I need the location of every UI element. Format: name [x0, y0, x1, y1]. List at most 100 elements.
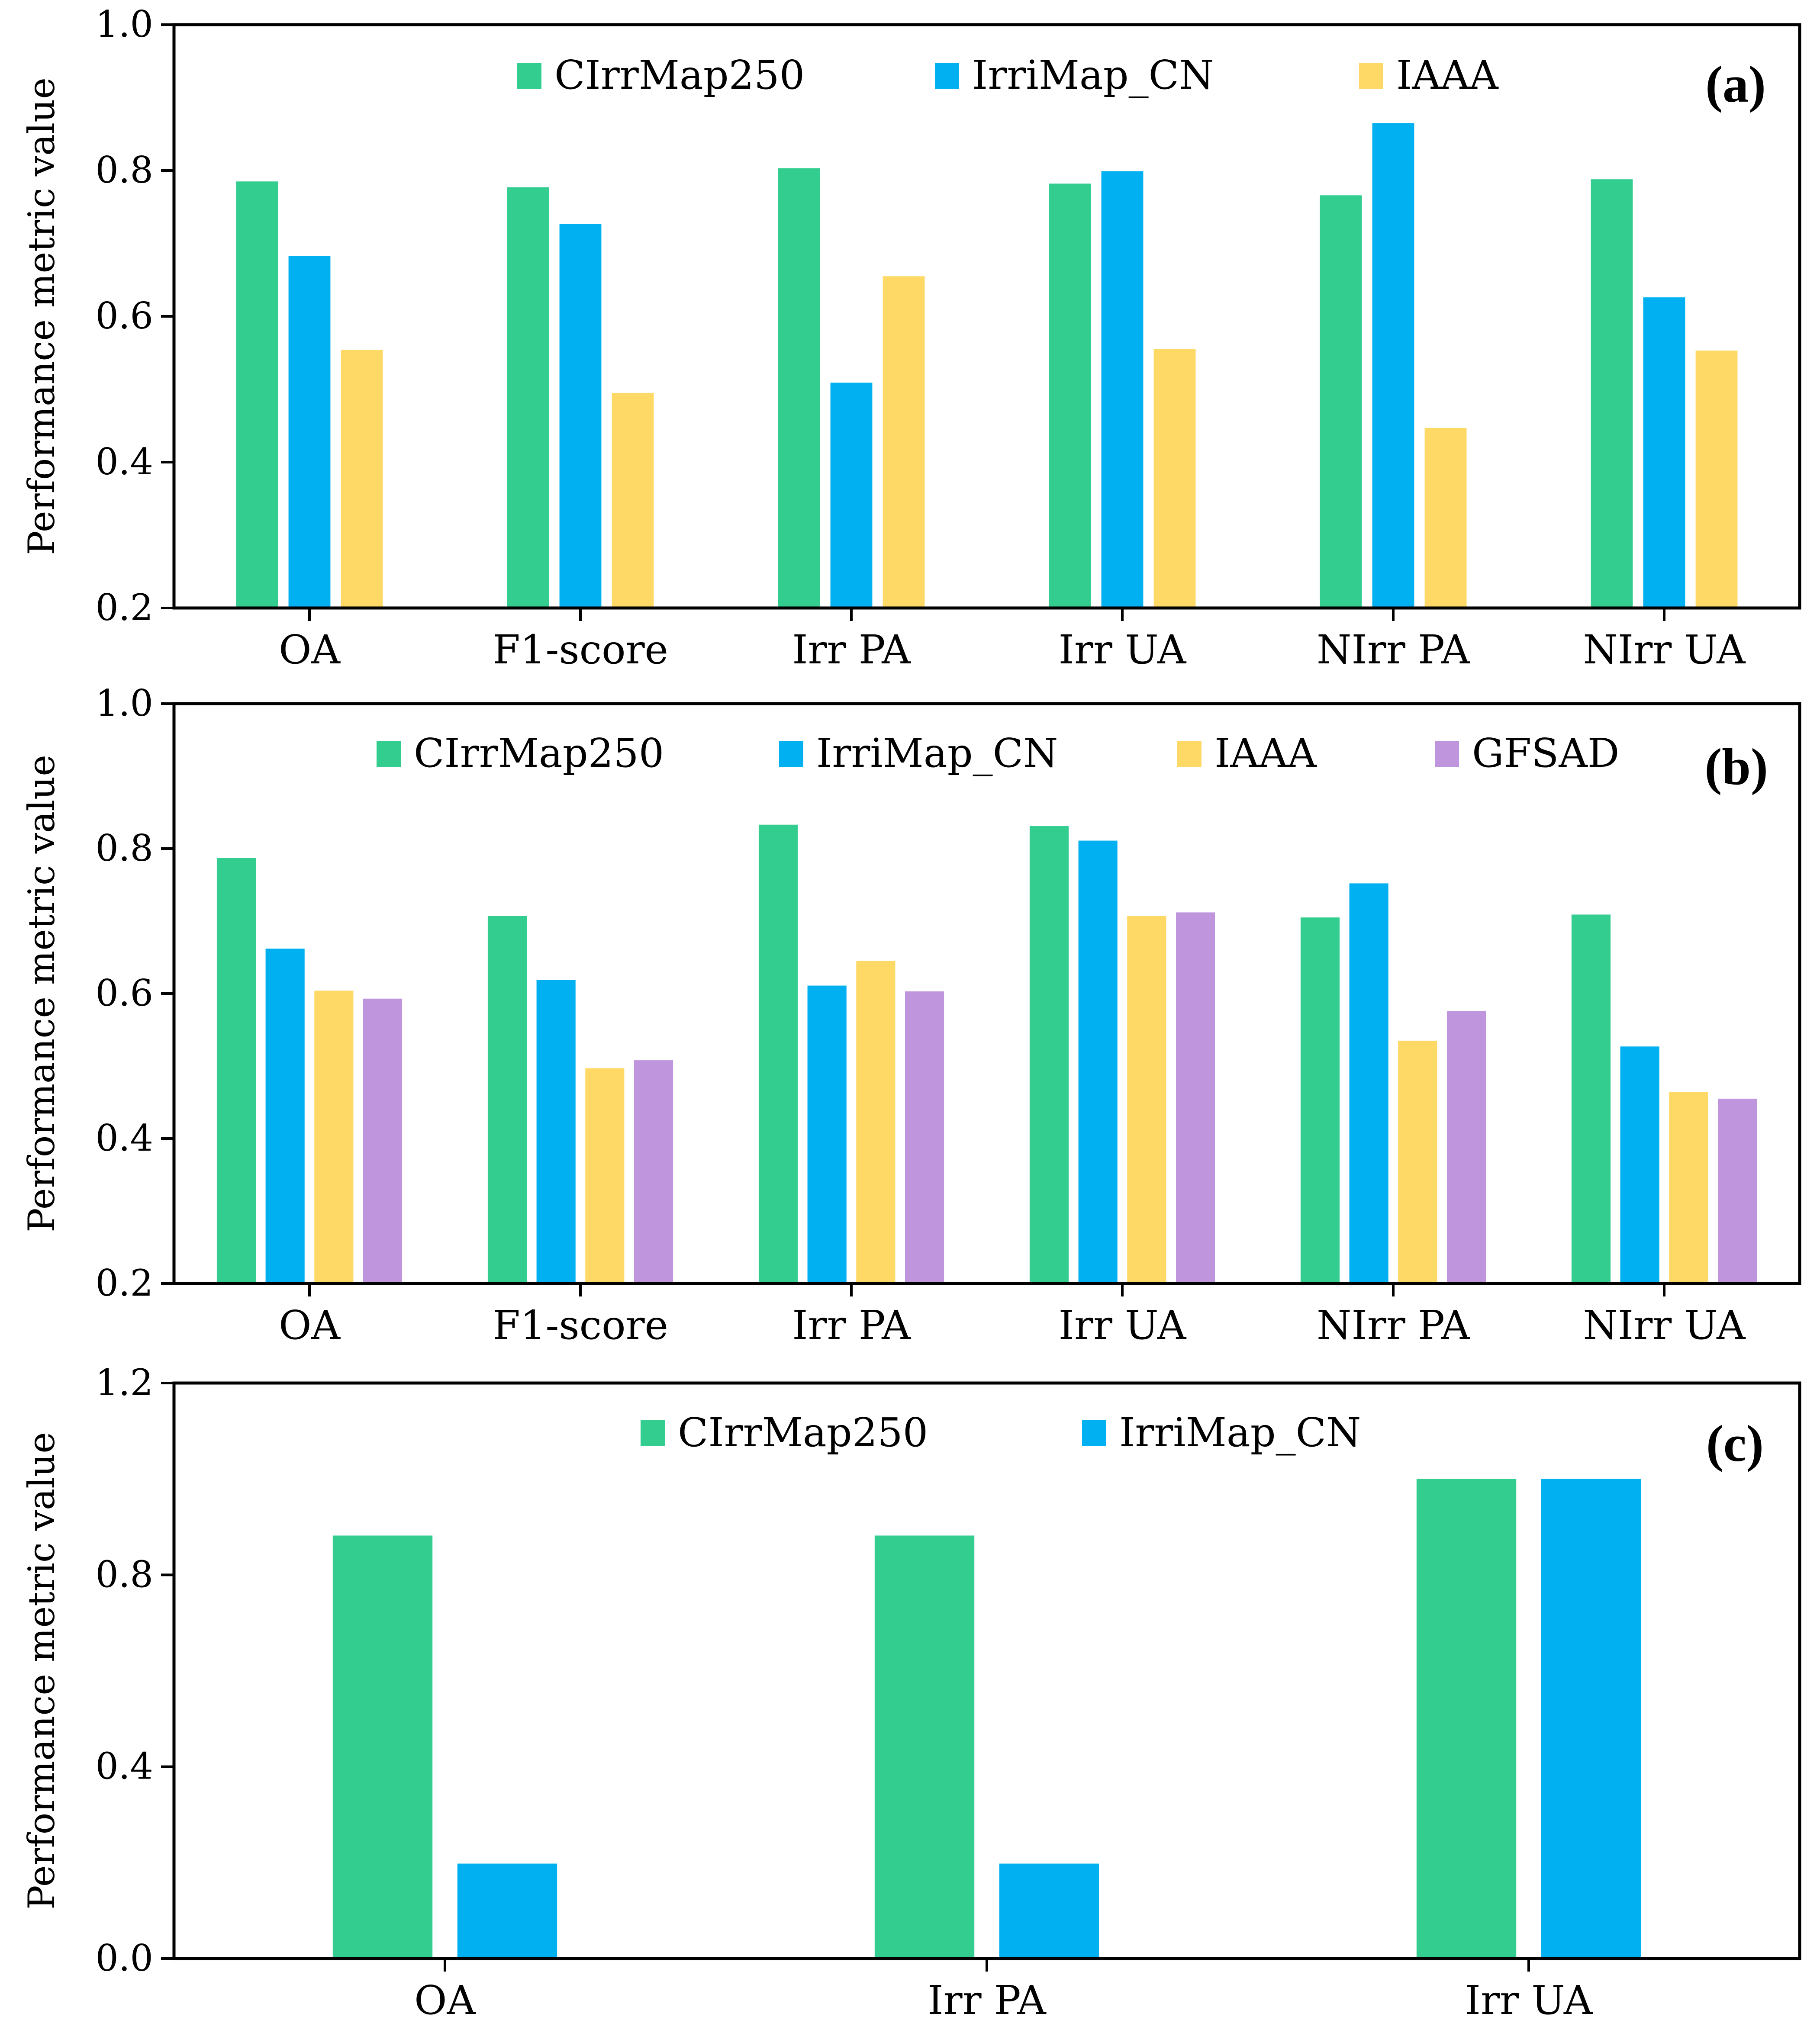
bar-gfsad-nirr-pa	[1446, 1011, 1486, 1282]
bar-cirrmap250-nirr-pa	[1320, 195, 1362, 607]
x-tick-label: OA	[414, 1977, 476, 2023]
bar-iaaa-irr-ua	[1153, 349, 1196, 607]
bar-cirrmap250-irr-ua	[1029, 826, 1069, 1282]
bar-irrimap-cn-f1-score	[536, 980, 576, 1282]
x-tick-label: Irr UA	[1465, 1977, 1593, 2023]
bar-irrimap-cn-irr-ua	[1078, 840, 1118, 1282]
legend-item: IrriMap_CN	[1082, 1409, 1361, 1456]
y-tick-label: 0.2	[95, 1262, 153, 1304]
legend-label: IAAA	[1214, 730, 1317, 776]
legend-item: CIrrMap250	[517, 52, 805, 98]
x-tick-label: Irr PA	[792, 1302, 911, 1348]
bar-irrimap-cn-irr-pa	[999, 1863, 1099, 1957]
panel-a: 0.2 0.4 0.6 0.8 1.0 Performance metric value O…	[20, 3, 1801, 673]
legend-swatch	[779, 741, 803, 767]
legend-item: CIrrMap250	[641, 1409, 928, 1456]
legend-label: CIrrMap250	[554, 52, 805, 98]
bar-iaaa-nirr-pa	[1398, 1040, 1437, 1282]
bar-iaaa-f1-score	[585, 1068, 625, 1282]
y-axis-label: Performance metric value	[20, 755, 63, 1232]
y-tick-label: 0.6	[95, 972, 153, 1014]
legend: CIrrMap250 IrriMap_CN IAAA	[517, 52, 1499, 98]
x-tick-label: Irr UA	[1059, 627, 1187, 673]
bar-cirrmap250-nirr-pa	[1300, 917, 1340, 1282]
y-axis-label: Performance metric value	[20, 77, 63, 555]
legend-label: CIrrMap250	[414, 730, 664, 776]
bar-cirrmap250-oa	[216, 858, 256, 1282]
bar-iaaa-oa	[314, 991, 354, 1282]
bar-iaaa-irr-pa	[856, 961, 896, 1282]
x-tick-label: F1-score	[493, 627, 668, 673]
legend-swatch	[1082, 1420, 1106, 1446]
legend: CIrrMap250 IrriMap_CN	[641, 1409, 1361, 1456]
bar-irrimap-cn-irr-pa	[807, 985, 847, 1282]
bar-irrimap-cn-oa	[288, 256, 331, 607]
y-tick-label: 1.0	[95, 3, 153, 45]
legend-swatch	[1359, 63, 1383, 89]
legend-item: GFSAD	[1435, 730, 1620, 776]
bar-gfsad-irr-pa	[905, 991, 944, 1282]
bar-gfsad-f1-score	[634, 1060, 673, 1282]
bar-irrimap-cn-f1-score	[559, 224, 602, 607]
bar-gfsad-irr-ua	[1176, 912, 1215, 1282]
legend-swatch	[1177, 741, 1202, 767]
bar-cirrmap250-oa	[332, 1535, 433, 1957]
legend-item: CIrrMap250	[377, 730, 664, 776]
bar-irrimap-cn-irr-ua	[1541, 1479, 1641, 1957]
legend-swatch	[377, 741, 401, 767]
legend-swatch	[517, 63, 541, 89]
bar-cirrmap250-irr-pa	[758, 824, 798, 1282]
legend-label: IAAA	[1396, 52, 1499, 98]
bar-iaaa-nirr-ua	[1669, 1092, 1708, 1282]
panel-label: (b)	[1704, 738, 1768, 795]
plot-frame	[172, 23, 1801, 610]
x-tick-label: NIrr UA	[1583, 1302, 1746, 1348]
legend-swatch	[935, 63, 959, 89]
bar-irrimap-cn-nirr-pa	[1372, 123, 1414, 607]
bar-iaaa-nirr-ua	[1695, 351, 1738, 607]
x-tick-label: NIrr UA	[1583, 627, 1746, 673]
legend-swatch	[641, 1420, 665, 1446]
y-tick-label: 1.0	[95, 682, 153, 724]
y-tick-label: 0.4	[95, 441, 153, 483]
bar-irrimap-cn-irr-ua	[1101, 171, 1144, 607]
bar-irrimap-cn-nirr-ua	[1620, 1046, 1659, 1282]
bar-cirrmap250-f1-score	[487, 916, 527, 1282]
x-tick-label: F1-score	[493, 1302, 668, 1348]
y-axis-label: Performance metric value	[20, 1432, 63, 1910]
y-tick-label: 0.4	[95, 1745, 153, 1788]
bar-cirrmap250-irr-pa	[874, 1535, 975, 1957]
x-tick-label: Irr UA	[1059, 1302, 1187, 1348]
bar-cirrmap250-oa	[236, 181, 278, 607]
x-tick-label: Irr PA	[792, 627, 911, 673]
legend-label: IrriMap_CN	[972, 52, 1214, 98]
bar-cirrmap250-nirr-ua	[1591, 179, 1633, 607]
x-tick-label: Irr PA	[928, 1977, 1047, 2023]
legend-item: IAAA	[1177, 730, 1317, 776]
bar-irrimap-cn-oa	[457, 1863, 557, 1957]
x-tick-label: NIrr PA	[1317, 1302, 1471, 1348]
bar-iaaa-irr-pa	[883, 276, 925, 607]
bar-iaaa-nirr-pa	[1424, 428, 1467, 607]
bar-gfsad-oa	[363, 998, 403, 1282]
legend-label: IrriMap_CN	[816, 730, 1058, 776]
bar-irrimap-cn-oa	[265, 949, 305, 1282]
bar-irrimap-cn-nirr-pa	[1349, 883, 1388, 1282]
panel-b: 0.2 0.4 0.6 0.8 1.0 Performance metric value O…	[20, 682, 1801, 1348]
y-tick-label: 0.6	[95, 295, 153, 337]
legend-label: GFSAD	[1472, 730, 1620, 776]
x-tick-label: OA	[279, 627, 341, 673]
y-tick-label: 0.8	[95, 149, 153, 191]
bar-gfsad-nirr-ua	[1717, 1098, 1757, 1282]
bar-cirrmap250-f1-score	[507, 187, 549, 607]
bar-iaaa-f1-score	[612, 392, 654, 607]
plot-frame	[172, 702, 1801, 1285]
legend-item: IrriMap_CN	[779, 730, 1058, 776]
panel-label: (a)	[1705, 55, 1766, 113]
bar-cirrmap250-irr-ua	[1049, 183, 1091, 607]
legend-swatch	[1435, 741, 1459, 767]
legend-label: CIrrMap250	[678, 1409, 928, 1456]
y-tick-label: 0.8	[95, 827, 153, 869]
y-tick-label: 0.8	[95, 1553, 153, 1596]
